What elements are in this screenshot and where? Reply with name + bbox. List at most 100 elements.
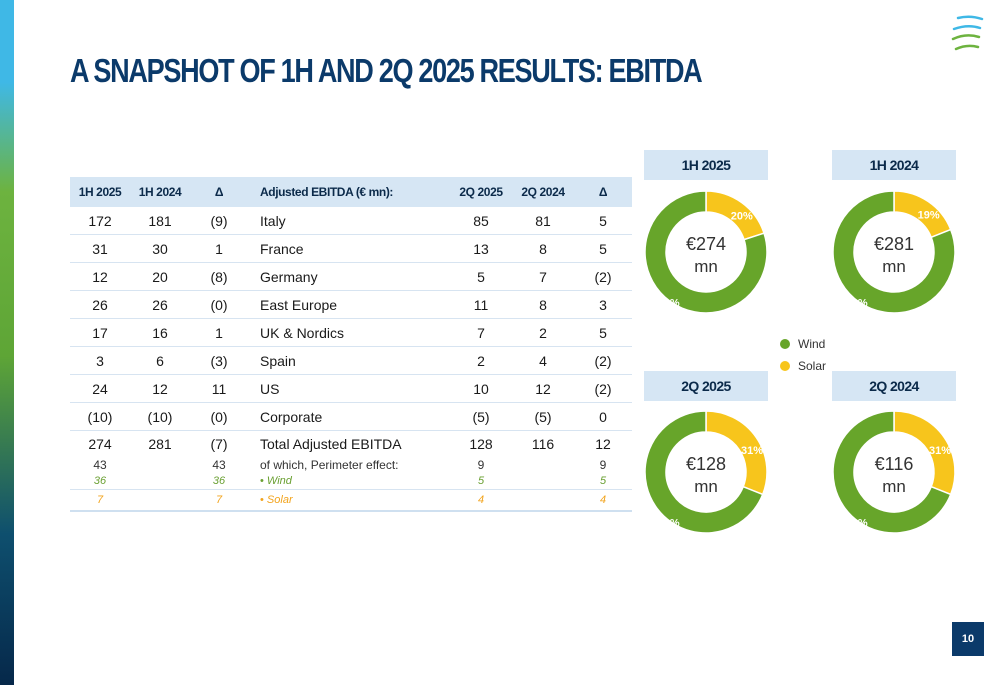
donut-chart-1h-2025: 20% 80% €274 mn xyxy=(644,190,768,314)
cell: 81 xyxy=(512,207,574,235)
cell: (0) xyxy=(190,290,248,319)
cell: 7 xyxy=(190,489,248,512)
cell: 24 xyxy=(70,374,130,403)
row-label: Germany xyxy=(248,262,450,291)
cell: 12 xyxy=(130,374,190,403)
cell: 36 xyxy=(70,473,130,490)
data-label-wind: 81% xyxy=(846,298,868,310)
cell: (10) xyxy=(70,402,130,431)
table-row: 17 16 1 UK & Nordics 7 2 5 xyxy=(70,318,632,347)
cell: 7 xyxy=(70,489,130,512)
donut-chart-2q-2025: 31% 69% €128 mn xyxy=(644,410,768,534)
cell: 4 xyxy=(512,346,574,375)
donut-slice-wind xyxy=(832,410,952,534)
cell: 9 xyxy=(599,458,607,472)
wind-swatch-icon xyxy=(780,339,790,349)
donut-center-value: €128 xyxy=(686,454,726,474)
cell: (3) xyxy=(190,346,248,375)
cell: 26 xyxy=(130,290,190,319)
solar-swatch-icon xyxy=(780,361,790,371)
cell: 128 xyxy=(469,436,493,452)
row-label: US xyxy=(248,374,450,403)
cell: 5 xyxy=(574,207,632,235)
cell: 5 xyxy=(574,318,632,347)
cell: 6 xyxy=(130,346,190,375)
donut-center-unit: mn xyxy=(882,257,906,276)
page-title: A SNAPSHOT OF 1H AND 2Q 2025 RESULTS: EB… xyxy=(70,52,703,89)
chart-title-2q-2024: 2Q 2024 xyxy=(832,371,956,401)
company-logo-icon xyxy=(951,15,984,51)
table-header-row: 1H 2025 1H 2024 Δ Adjusted EBITDA (€ mn)… xyxy=(70,177,632,207)
cell: 12 xyxy=(595,436,611,452)
cell: 181 xyxy=(130,207,190,235)
donut-center-unit: mn xyxy=(694,257,718,276)
data-label-wind: 69% xyxy=(658,518,680,530)
bullet-icon: • xyxy=(260,494,264,506)
cell: 9 xyxy=(477,458,485,472)
data-label-solar: 19% xyxy=(918,210,940,222)
total-row: 274 281 (7) Total Adjusted EBITDA 128 11… xyxy=(70,431,632,458)
data-label-solar: 31% xyxy=(741,445,763,457)
table-row: 172 181 (9) Italy 85 81 5 xyxy=(70,207,632,235)
header-delta-1h: Δ xyxy=(190,177,248,207)
cell: 30 xyxy=(130,234,190,263)
row-label: Corporate xyxy=(248,402,450,431)
header-2q-2024: 2Q 2024 xyxy=(512,177,574,207)
row-label: Italy xyxy=(248,207,450,235)
row-label: • Wind xyxy=(248,473,450,490)
donut-chart-2q-2024: 31% 69% €116 mn xyxy=(832,410,956,534)
cell: 116 xyxy=(531,436,555,452)
cell: (2) xyxy=(574,374,632,403)
table-row: 3 6 (3) Spain 2 4 (2) xyxy=(70,346,632,375)
cell: 36 xyxy=(190,473,248,490)
cell: (5) xyxy=(450,402,512,431)
side-gradient-bar xyxy=(0,0,14,685)
cell: 8 xyxy=(512,290,574,319)
row-label: Spain xyxy=(248,346,450,375)
cell: 4 xyxy=(450,489,512,512)
cell: 85 xyxy=(450,207,512,235)
legend-item-wind: Wind xyxy=(780,333,826,355)
data-label-wind: 69% xyxy=(846,518,868,530)
table-row: 24 12 11 US 10 12 (2) xyxy=(70,374,632,403)
donut-center-value: €274 xyxy=(686,234,726,254)
table-row: 12 20 (8) Germany 5 7 (2) xyxy=(70,262,632,291)
cell: (5) xyxy=(512,402,574,431)
cell: 43 xyxy=(212,458,226,472)
cell: 3 xyxy=(574,290,632,319)
cell: 10 xyxy=(450,374,512,403)
data-label-wind: 80% xyxy=(658,298,680,310)
ebitda-table: 1H 2025 1H 2024 Δ Adjusted EBITDA (€ mn)… xyxy=(70,177,632,512)
cell: 11 xyxy=(190,374,248,403)
cell xyxy=(130,489,190,512)
donut-center-unit: mn xyxy=(882,477,906,496)
cell: (0) xyxy=(190,402,248,431)
cell: 1 xyxy=(190,234,248,263)
cell: 5 xyxy=(450,473,512,490)
data-label-solar: 31% xyxy=(929,445,951,457)
table-row: 31 30 1 France 13 8 5 xyxy=(70,234,632,263)
header-region: Adjusted EBITDA (€ mn): xyxy=(248,177,450,207)
perimeter-solar-row: 7 7 • Solar 4 4 xyxy=(70,489,632,512)
header-2q-2025: 2Q 2025 xyxy=(450,177,512,207)
cell: 11 xyxy=(450,290,512,319)
donut-center-value: €281 xyxy=(874,234,914,254)
table-row: 26 26 (0) East Europe 11 8 3 xyxy=(70,290,632,319)
cell: 26 xyxy=(70,290,130,319)
cell: 3 xyxy=(70,346,130,375)
donut-slice-wind xyxy=(644,190,768,314)
donut-center-value: €116 xyxy=(875,454,914,474)
cell: 16 xyxy=(130,318,190,347)
cell: 274 xyxy=(88,436,112,452)
bullet-icon: • xyxy=(260,475,264,487)
cell xyxy=(130,457,190,473)
row-label: East Europe xyxy=(248,290,450,319)
cell: 12 xyxy=(512,374,574,403)
header-1h-2024: 1H 2024 xyxy=(130,177,190,207)
row-label: UK & Nordics xyxy=(248,318,450,347)
cell: 4 xyxy=(574,489,632,512)
cell: 20 xyxy=(130,262,190,291)
solar-label: Solar xyxy=(266,494,293,506)
perimeter-row: 43 43 of which, Perimeter effect: 9 9 xyxy=(70,457,632,473)
cell: 2 xyxy=(512,318,574,347)
